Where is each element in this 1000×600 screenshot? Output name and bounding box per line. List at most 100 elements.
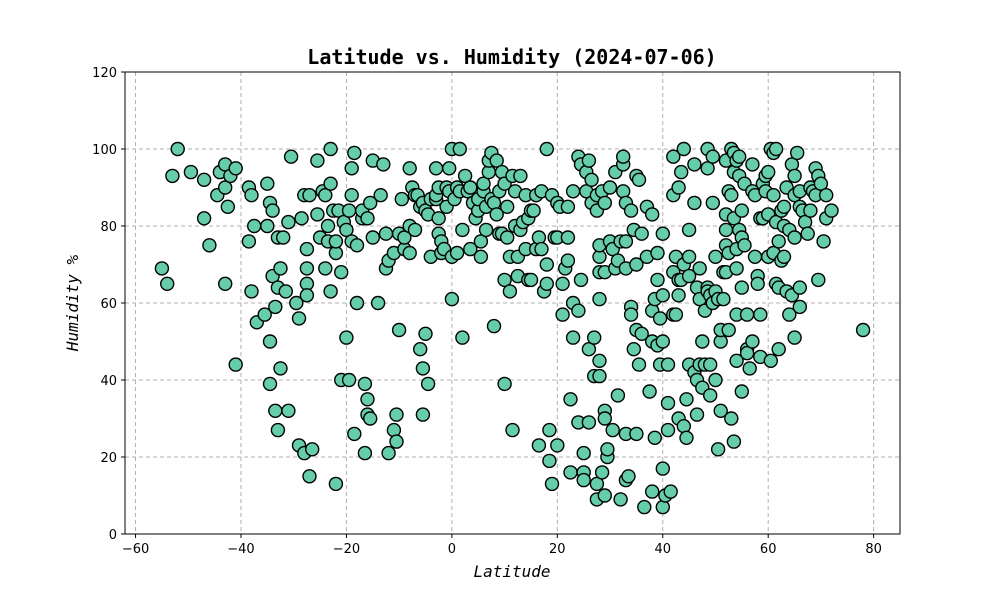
data-point: [531, 438, 547, 453]
data-point: [357, 376, 373, 392]
data-point: [302, 469, 317, 484]
data-point: [819, 187, 834, 203]
data-point: [228, 357, 243, 372]
data-point: [692, 261, 707, 276]
data-point: [394, 191, 409, 207]
data-point: [246, 218, 262, 234]
data-point: [739, 345, 755, 361]
data-point: [415, 361, 431, 376]
data-point: [816, 234, 831, 249]
data-point: [489, 153, 504, 168]
data-point: [373, 187, 388, 203]
data-point: [655, 461, 670, 476]
data-point: [771, 234, 786, 249]
data-point: [629, 257, 644, 272]
data-point: [565, 330, 581, 345]
data-point: [597, 411, 612, 426]
data-point: [824, 203, 839, 218]
x-tick-label: 40: [654, 542, 671, 557]
data-point: [349, 295, 365, 311]
data-point: [573, 272, 589, 288]
data-point: [318, 261, 333, 276]
data-point: [341, 203, 357, 218]
data-point: [418, 326, 433, 341]
data-point: [473, 249, 489, 264]
data-point: [732, 149, 747, 164]
data-point: [592, 353, 607, 368]
data-point: [650, 245, 665, 261]
data-point: [726, 434, 742, 449]
data-point: [679, 430, 694, 445]
data-point: [705, 195, 720, 211]
data-point: [265, 203, 280, 218]
data-point: [310, 207, 325, 222]
data-point: [344, 187, 359, 203]
data-point: [737, 238, 752, 253]
data-point: [302, 187, 317, 203]
data-point: [455, 330, 470, 345]
data-point: [534, 241, 549, 257]
data-point: [444, 291, 460, 307]
data-point: [262, 334, 278, 349]
data-point: [652, 311, 668, 326]
data-point: [645, 207, 660, 222]
data-point: [486, 318, 502, 334]
y-tick-label: 0: [109, 528, 117, 543]
y-tick-label: 80: [100, 220, 117, 235]
data-point: [531, 230, 547, 245]
data-point: [766, 187, 781, 203]
data-point: [386, 422, 402, 438]
data-point: [581, 415, 597, 430]
data-point: [576, 472, 591, 488]
data-point: [323, 284, 338, 299]
data-point: [196, 172, 212, 188]
data-point: [592, 368, 607, 384]
data-point: [196, 211, 212, 226]
data-point: [502, 284, 518, 299]
data-point: [597, 488, 612, 503]
data-point: [217, 276, 233, 291]
y-tick-label: 120: [92, 66, 117, 81]
data-point: [613, 492, 628, 507]
data-point: [681, 268, 697, 284]
data-point: [202, 238, 217, 253]
data-point: [621, 469, 636, 484]
data-point: [257, 307, 272, 322]
data-point: [283, 149, 299, 164]
data-point: [463, 180, 478, 195]
data-point: [647, 430, 662, 445]
data-point: [584, 172, 599, 188]
data-point: [597, 195, 612, 211]
data-point: [165, 168, 180, 184]
data-point: [687, 157, 702, 172]
data-point: [555, 276, 570, 291]
data-point: [334, 265, 349, 280]
data-point: [542, 453, 557, 469]
data-point: [734, 384, 749, 399]
data-point: [679, 392, 694, 407]
data-point: [347, 145, 362, 161]
data-point: [381, 445, 396, 461]
data-point: [339, 222, 354, 238]
data-point: [244, 187, 259, 203]
data-point: [305, 442, 320, 457]
data-point: [787, 230, 802, 245]
data-point: [589, 476, 605, 492]
data-point: [734, 280, 749, 295]
data-point: [262, 376, 278, 392]
data-point: [170, 141, 185, 157]
x-tick-label: 0: [448, 542, 456, 557]
data-point: [320, 218, 336, 234]
data-point: [742, 361, 757, 376]
data-point: [268, 299, 283, 315]
data-point: [581, 153, 597, 168]
data-point: [476, 176, 491, 191]
data-point: [365, 230, 380, 245]
x-tick-label: −60: [122, 542, 149, 557]
data-point: [344, 161, 359, 176]
data-point: [637, 499, 652, 515]
data-point: [642, 384, 657, 399]
data-point: [183, 164, 199, 180]
data-point: [703, 357, 718, 372]
